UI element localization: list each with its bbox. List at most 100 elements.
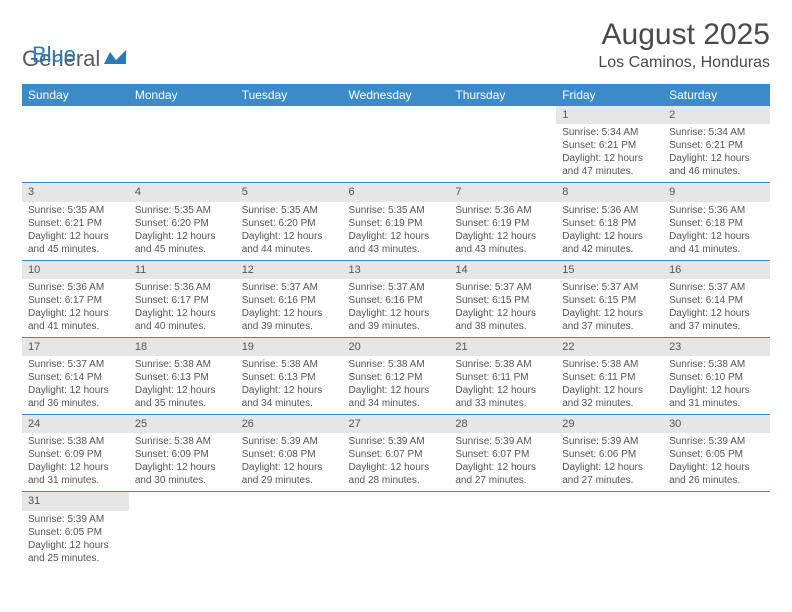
- sunset-text: Sunset: 6:20 PM: [242, 217, 337, 230]
- calendar-cell: 20Sunrise: 5:38 AMSunset: 6:12 PMDayligh…: [343, 337, 450, 414]
- sunrise-text: Sunrise: 5:39 AM: [669, 435, 764, 448]
- calendar-cell: 8Sunrise: 5:36 AMSunset: 6:18 PMDaylight…: [556, 183, 663, 260]
- daylight-text: Daylight: 12 hours and 34 minutes.: [349, 384, 444, 410]
- day-details: Sunrise: 5:38 AMSunset: 6:09 PMDaylight:…: [22, 433, 129, 491]
- calendar-cell: 19Sunrise: 5:38 AMSunset: 6:13 PMDayligh…: [236, 337, 343, 414]
- day-number: 10: [22, 261, 129, 279]
- day-header-row: Sunday Monday Tuesday Wednesday Thursday…: [22, 84, 770, 106]
- calendar-cell: 10Sunrise: 5:36 AMSunset: 6:17 PMDayligh…: [22, 260, 129, 337]
- sunrise-text: Sunrise: 5:39 AM: [242, 435, 337, 448]
- daylight-text: Daylight: 12 hours and 31 minutes.: [669, 384, 764, 410]
- calendar-cell: 31Sunrise: 5:39 AMSunset: 6:05 PMDayligh…: [22, 492, 129, 569]
- day-number: 1: [556, 106, 663, 124]
- sunrise-text: Sunrise: 5:35 AM: [242, 204, 337, 217]
- day-details: Sunrise: 5:39 AMSunset: 6:06 PMDaylight:…: [556, 433, 663, 491]
- sunset-text: Sunset: 6:15 PM: [455, 294, 550, 307]
- day-number: 14: [449, 261, 556, 279]
- day-number: 5: [236, 183, 343, 201]
- calendar-cell: 30Sunrise: 5:39 AMSunset: 6:05 PMDayligh…: [663, 415, 770, 492]
- title-block: August 2025 Los Caminos, Honduras: [598, 18, 770, 72]
- daylight-text: Daylight: 12 hours and 29 minutes.: [242, 461, 337, 487]
- sunset-text: Sunset: 6:13 PM: [242, 371, 337, 384]
- sunrise-text: Sunrise: 5:38 AM: [28, 435, 123, 448]
- calendar-cell: 16Sunrise: 5:37 AMSunset: 6:14 PMDayligh…: [663, 260, 770, 337]
- calendar-week-row: 1Sunrise: 5:34 AMSunset: 6:21 PMDaylight…: [22, 106, 770, 183]
- day-details: Sunrise: 5:39 AMSunset: 6:07 PMDaylight:…: [343, 433, 450, 491]
- day-number: 29: [556, 415, 663, 433]
- calendar-week-row: 3Sunrise: 5:35 AMSunset: 6:21 PMDaylight…: [22, 183, 770, 260]
- day-number: 2: [663, 106, 770, 124]
- calendar-cell: [556, 492, 663, 569]
- sunset-text: Sunset: 6:20 PM: [135, 217, 230, 230]
- sunset-text: Sunset: 6:15 PM: [562, 294, 657, 307]
- logo-flag-icon: [104, 50, 126, 66]
- day-number: 31: [22, 492, 129, 510]
- daylight-text: Daylight: 12 hours and 40 minutes.: [135, 307, 230, 333]
- day-number: 19: [236, 338, 343, 356]
- calendar-cell: 6Sunrise: 5:35 AMSunset: 6:19 PMDaylight…: [343, 183, 450, 260]
- day-details: Sunrise: 5:34 AMSunset: 6:21 PMDaylight:…: [663, 124, 770, 182]
- sunrise-text: Sunrise: 5:36 AM: [669, 204, 764, 217]
- sunrise-text: Sunrise: 5:38 AM: [135, 435, 230, 448]
- sunset-text: Sunset: 6:11 PM: [455, 371, 550, 384]
- calendar-cell: 26Sunrise: 5:39 AMSunset: 6:08 PMDayligh…: [236, 415, 343, 492]
- day-details: Sunrise: 5:38 AMSunset: 6:13 PMDaylight:…: [236, 356, 343, 414]
- calendar-cell: 13Sunrise: 5:37 AMSunset: 6:16 PMDayligh…: [343, 260, 450, 337]
- day-details: Sunrise: 5:38 AMSunset: 6:11 PMDaylight:…: [556, 356, 663, 414]
- logo-line2: Blue: [32, 42, 76, 68]
- day-details: Sunrise: 5:37 AMSunset: 6:16 PMDaylight:…: [236, 279, 343, 337]
- sunrise-text: Sunrise: 5:34 AM: [562, 126, 657, 139]
- daylight-text: Daylight: 12 hours and 46 minutes.: [669, 152, 764, 178]
- sunset-text: Sunset: 6:07 PM: [455, 448, 550, 461]
- sunset-text: Sunset: 6:17 PM: [28, 294, 123, 307]
- header: General August 2025 Los Caminos, Hondura…: [22, 18, 770, 72]
- calendar-cell: 18Sunrise: 5:38 AMSunset: 6:13 PMDayligh…: [129, 337, 236, 414]
- sunrise-text: Sunrise: 5:37 AM: [28, 358, 123, 371]
- day-number: 7: [449, 183, 556, 201]
- sunrise-text: Sunrise: 5:35 AM: [135, 204, 230, 217]
- calendar-cell: [129, 106, 236, 183]
- calendar-cell: 5Sunrise: 5:35 AMSunset: 6:20 PMDaylight…: [236, 183, 343, 260]
- day-details: Sunrise: 5:35 AMSunset: 6:20 PMDaylight:…: [129, 202, 236, 260]
- sunrise-text: Sunrise: 5:38 AM: [349, 358, 444, 371]
- day-number: 18: [129, 338, 236, 356]
- day-details: Sunrise: 5:36 AMSunset: 6:19 PMDaylight:…: [449, 202, 556, 260]
- sunrise-text: Sunrise: 5:37 AM: [669, 281, 764, 294]
- sunset-text: Sunset: 6:16 PM: [242, 294, 337, 307]
- sunset-text: Sunset: 6:21 PM: [562, 139, 657, 152]
- sunrise-text: Sunrise: 5:37 AM: [562, 281, 657, 294]
- daylight-text: Daylight: 12 hours and 47 minutes.: [562, 152, 657, 178]
- day-number: 26: [236, 415, 343, 433]
- calendar-cell: 29Sunrise: 5:39 AMSunset: 6:06 PMDayligh…: [556, 415, 663, 492]
- day-details: Sunrise: 5:38 AMSunset: 6:09 PMDaylight:…: [129, 433, 236, 491]
- calendar-cell: 12Sunrise: 5:37 AMSunset: 6:16 PMDayligh…: [236, 260, 343, 337]
- daylight-text: Daylight: 12 hours and 45 minutes.: [28, 230, 123, 256]
- calendar-week-row: 17Sunrise: 5:37 AMSunset: 6:14 PMDayligh…: [22, 337, 770, 414]
- day-number: 12: [236, 261, 343, 279]
- calendar-cell: [449, 492, 556, 569]
- day-number: 22: [556, 338, 663, 356]
- calendar-body: 1Sunrise: 5:34 AMSunset: 6:21 PMDaylight…: [22, 106, 770, 569]
- day-header: Thursday: [449, 84, 556, 106]
- calendar-cell: 3Sunrise: 5:35 AMSunset: 6:21 PMDaylight…: [22, 183, 129, 260]
- calendar-cell: 27Sunrise: 5:39 AMSunset: 6:07 PMDayligh…: [343, 415, 450, 492]
- calendar-cell: 7Sunrise: 5:36 AMSunset: 6:19 PMDaylight…: [449, 183, 556, 260]
- day-details: Sunrise: 5:35 AMSunset: 6:20 PMDaylight:…: [236, 202, 343, 260]
- day-details: Sunrise: 5:37 AMSunset: 6:14 PMDaylight:…: [663, 279, 770, 337]
- day-number: 6: [343, 183, 450, 201]
- daylight-text: Daylight: 12 hours and 33 minutes.: [455, 384, 550, 410]
- day-number: 25: [129, 415, 236, 433]
- day-details: Sunrise: 5:38 AMSunset: 6:11 PMDaylight:…: [449, 356, 556, 414]
- sunrise-text: Sunrise: 5:35 AM: [28, 204, 123, 217]
- calendar-cell: [22, 106, 129, 183]
- day-number: 28: [449, 415, 556, 433]
- daylight-text: Daylight: 12 hours and 43 minutes.: [349, 230, 444, 256]
- daylight-text: Daylight: 12 hours and 37 minutes.: [562, 307, 657, 333]
- calendar-cell: [663, 492, 770, 569]
- sunset-text: Sunset: 6:12 PM: [349, 371, 444, 384]
- calendar-cell: [129, 492, 236, 569]
- day-details: Sunrise: 5:36 AMSunset: 6:18 PMDaylight:…: [663, 202, 770, 260]
- daylight-text: Daylight: 12 hours and 35 minutes.: [135, 384, 230, 410]
- calendar-cell: 9Sunrise: 5:36 AMSunset: 6:18 PMDaylight…: [663, 183, 770, 260]
- daylight-text: Daylight: 12 hours and 36 minutes.: [28, 384, 123, 410]
